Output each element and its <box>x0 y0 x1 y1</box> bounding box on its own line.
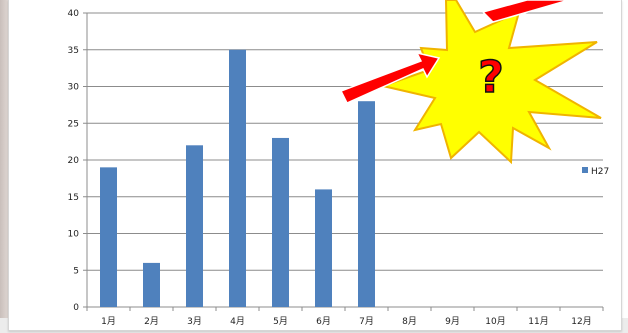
red-arrow-icon <box>339 51 441 104</box>
y-tick-label: 20 <box>68 156 80 166</box>
bar-4 <box>229 49 246 307</box>
x-tick-label: 10月 <box>485 316 505 327</box>
x-tick-label: 12月 <box>571 316 591 327</box>
bar-3 <box>186 145 203 307</box>
legend-swatch-h27 <box>582 167 588 173</box>
legend: H27 <box>582 167 609 177</box>
y-tick-label: 30 <box>68 83 80 93</box>
bar-6 <box>315 189 332 307</box>
y-tick-label: 40 <box>68 9 80 19</box>
y-tick-label: 35 <box>68 46 79 56</box>
bars <box>100 49 375 307</box>
x-tick-label: 5月 <box>273 316 288 327</box>
y-tick-label: 10 <box>68 230 80 240</box>
question-callout: ? <box>339 0 602 165</box>
legend-label-h27: H27 <box>591 167 609 177</box>
x-tick-label: 11月 <box>528 316 548 327</box>
x-tick-label: 9月 <box>445 316 460 327</box>
red-arrow-icon <box>481 0 570 23</box>
bar-chart: 0 5 10 15 20 25 30 35 40 1月 2月 3月 4月 5月 6月 7月 8月 9月 10月 11月… <box>68 0 609 327</box>
x-tick-label: 3月 <box>187 316 202 327</box>
bar-1 <box>100 167 117 307</box>
bar-7 <box>358 101 375 307</box>
x-tick-label: 2月 <box>144 316 159 327</box>
y-tick-label: 15 <box>68 193 79 203</box>
axes <box>83 12 604 311</box>
bar-5 <box>272 137 289 307</box>
x-tick-label: 4月 <box>230 316 245 327</box>
x-tick-label: 6月 <box>316 316 331 327</box>
chart-area: 0 5 10 15 20 25 30 35 40 1月 2月 3月 4月 5月 6月 7月 8月 9月 10月 11月… <box>8 0 622 331</box>
tick-labels: 0 5 10 15 20 25 30 35 40 1月 2月 3月 4月 5月 6月 7月 8月 9月 10月 11月… <box>68 9 592 327</box>
y-tick-label: 5 <box>73 266 79 276</box>
y-tick-label: 0 <box>73 303 79 313</box>
x-tick-label: 8月 <box>402 316 417 327</box>
x-tick-label: 1月 <box>101 316 116 327</box>
question-mark-text: ? <box>478 52 504 103</box>
bar-2 <box>143 262 160 307</box>
y-tick-label: 25 <box>68 119 79 129</box>
x-tick-label: 7月 <box>359 316 374 327</box>
